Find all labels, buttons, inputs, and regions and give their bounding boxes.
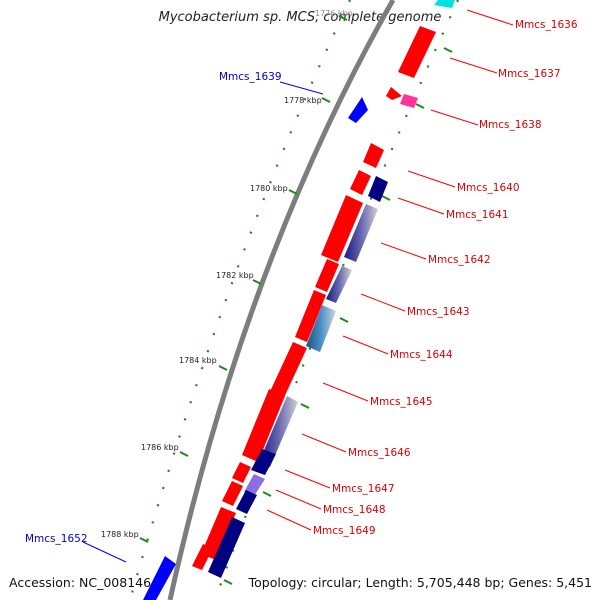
tick-mark — [338, 15, 348, 21]
tick-mark — [223, 579, 233, 585]
accession-text: Accession: NC_008146 — [9, 575, 152, 590]
gene-arrow[interactable] — [259, 396, 298, 467]
gene-label[interactable]: Mmcs_1638 — [479, 119, 542, 131]
leader-line — [301, 433, 347, 453]
leader-line — [360, 293, 406, 312]
tick-mark — [179, 451, 189, 457]
leader-line — [466, 9, 514, 26]
tick-label: 1786 kbp — [141, 443, 179, 452]
gene-arrow[interactable] — [326, 266, 352, 303]
gene-arrow[interactable] — [295, 290, 326, 342]
gene-label[interactable]: Mmcs_1652 — [25, 533, 88, 545]
gene-arrow[interactable] — [236, 490, 257, 514]
gene-label[interactable]: Mmcs_1649 — [313, 525, 376, 537]
tick-mark — [415, 103, 425, 109]
tick-mark — [443, 47, 453, 53]
tick-group: 1776 kbp 1778 kbp 1780 kbp 1782 kbp 1784… — [101, 9, 453, 585]
leader-line — [322, 382, 369, 402]
gene-label[interactable]: Mmcs_1645 — [370, 396, 433, 408]
forward-strand-genes — [192, 0, 455, 570]
gene-arrow[interactable] — [434, 0, 455, 8]
tick-label: 1788 kbp — [101, 530, 139, 539]
gene-arrow[interactable] — [208, 517, 245, 578]
map-title: Mycobacterium sp. MCS, complete genome — [158, 10, 442, 25]
tick-label: 1776 kbp — [315, 9, 353, 18]
leader-line — [275, 489, 322, 510]
tick-mark — [288, 189, 298, 195]
tick-label: 1784 kbp — [179, 356, 217, 365]
label-leaders — [82, 9, 514, 563]
gene-label[interactable]: Mmcs_1644 — [390, 349, 453, 361]
gene-arrow[interactable] — [363, 143, 384, 168]
gene-arrow[interactable] — [350, 170, 371, 195]
gene-arrow[interactable] — [192, 544, 213, 570]
gene-label[interactable]: Mmcs_1647 — [332, 483, 395, 495]
tick-mark — [321, 97, 331, 103]
gene-label[interactable]: Mmcs_1642 — [428, 254, 491, 266]
leader-line — [279, 81, 324, 95]
leader-line — [82, 541, 127, 563]
gene-label[interactable]: Mmcs_1643 — [407, 306, 470, 318]
gene-arrow[interactable] — [400, 94, 418, 108]
gene-arrow[interactable] — [344, 204, 378, 262]
gene-arrow[interactable] — [232, 462, 251, 483]
gene-arrow[interactable] — [321, 195, 363, 262]
gene-arrow[interactable] — [368, 176, 388, 202]
gene-arrow[interactable] — [251, 449, 276, 475]
gene-arrow[interactable] — [386, 87, 402, 100]
gene-label[interactable]: Mmcs_1636 — [515, 19, 578, 31]
gene-label[interactable]: Mmcs_1640 — [457, 182, 520, 194]
gene-arrow[interactable] — [348, 97, 368, 123]
leader-line — [397, 197, 445, 215]
tick-mark — [218, 365, 228, 371]
tick-mark — [139, 537, 149, 543]
reverse-strand-genes — [143, 94, 418, 600]
gene-label[interactable]: Mmcs_1646 — [348, 447, 411, 459]
gene-label[interactable]: Mmcs_1639 — [219, 71, 282, 83]
gene-arrow[interactable] — [242, 389, 285, 462]
leader-line — [284, 469, 331, 489]
gene-arrow[interactable] — [222, 481, 243, 506]
gene-arrow[interactable] — [267, 342, 307, 404]
gene-label[interactable]: Mmcs_1641 — [446, 209, 509, 221]
tick-label: 1782 kbp — [216, 271, 254, 280]
leader-line — [407, 170, 456, 188]
gene-label[interactable]: Mmcs_1648 — [323, 504, 386, 516]
tick-mark — [339, 317, 349, 323]
tick-label: 1778 kbp — [284, 96, 322, 105]
tick-mark — [381, 195, 391, 201]
gene-labels: Mmcs_1636 Mmcs_1637 Mmcs_1638 Mmcs_1639 … — [25, 19, 578, 545]
leader-line — [449, 57, 498, 74]
gene-arrow[interactable] — [306, 305, 336, 352]
tick-mark — [262, 491, 272, 497]
tick-mark — [252, 279, 262, 285]
leader-line — [266, 509, 312, 531]
tick-mark — [300, 403, 310, 409]
gene-label[interactable]: Mmcs_1637 — [498, 68, 561, 80]
leader-line — [430, 109, 479, 126]
gene-arrow[interactable] — [143, 556, 176, 600]
gene-arrow[interactable] — [244, 474, 265, 496]
leader-line — [380, 242, 427, 260]
genome-backbone — [167, 0, 396, 600]
tick-label: 1780 kbp — [250, 184, 288, 193]
gene-arrow[interactable] — [315, 259, 339, 292]
gene-arrow[interactable] — [398, 26, 436, 78]
leader-line — [342, 335, 389, 355]
genome-summary-text: Topology: circular; Length: 5,705,448 bp… — [248, 575, 592, 590]
